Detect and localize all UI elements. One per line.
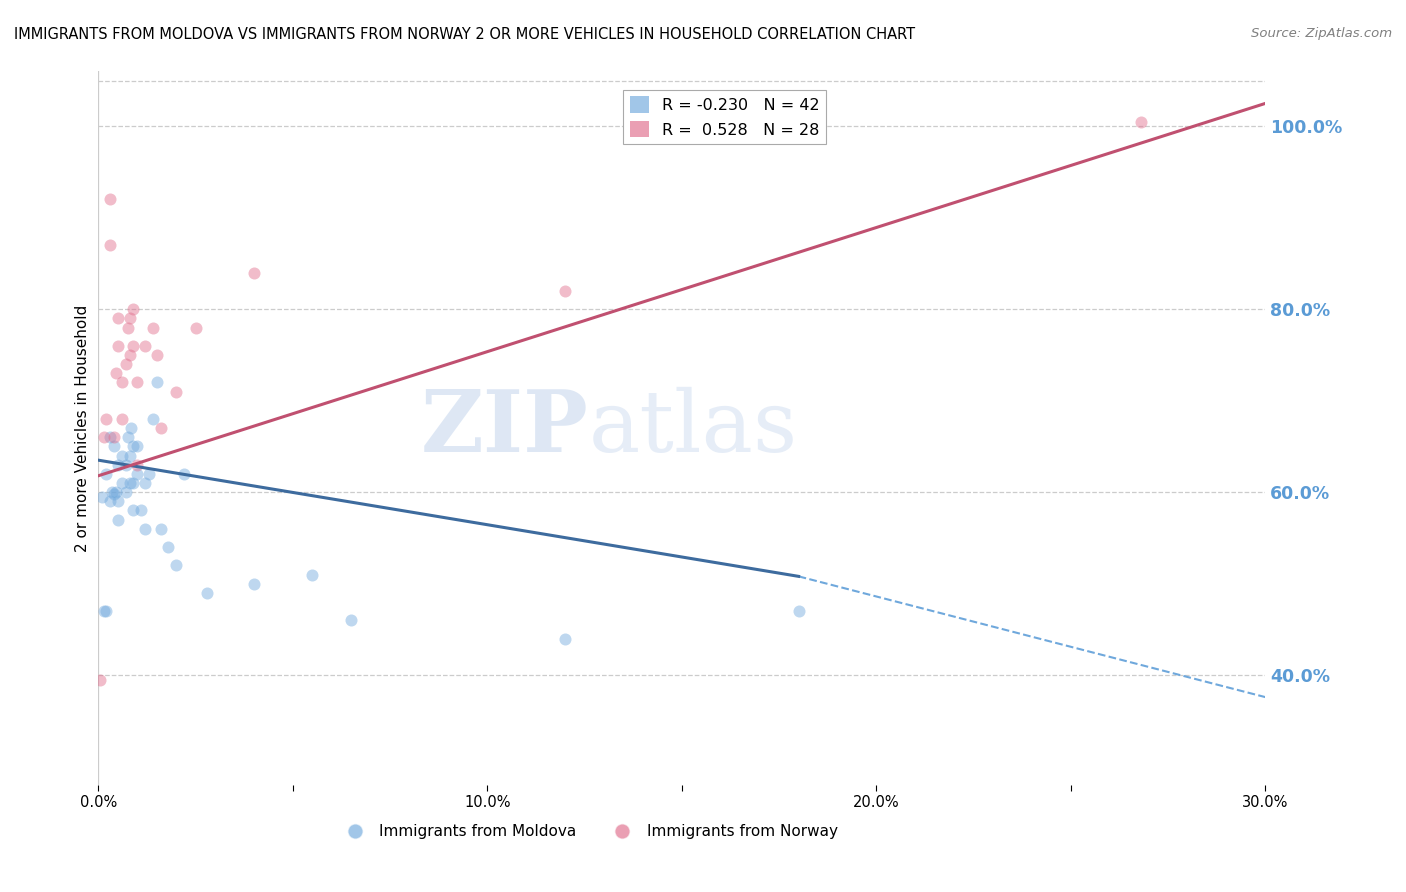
Point <box>111 412 134 426</box>
Point <box>96 604 118 618</box>
Point <box>127 440 149 454</box>
Point <box>93 430 115 444</box>
Point <box>93 604 115 618</box>
Point <box>114 485 136 500</box>
Text: ZIP: ZIP <box>420 386 589 470</box>
Point <box>103 430 125 444</box>
Legend: Immigrants from Moldova, Immigrants from Norway: Immigrants from Moldova, Immigrants from… <box>333 818 844 845</box>
Point <box>1129 114 1152 128</box>
Point <box>129 503 152 517</box>
Point <box>121 421 143 435</box>
Point <box>787 604 810 618</box>
Point <box>104 366 127 380</box>
Point <box>96 467 118 481</box>
Point <box>98 238 121 252</box>
Point <box>96 412 118 426</box>
Text: IMMIGRANTS FROM MOLDOVA VS IMMIGRANTS FROM NORWAY 2 OR MORE VEHICLES IN HOUSEHOL: IMMIGRANTS FROM MOLDOVA VS IMMIGRANTS FR… <box>14 27 915 42</box>
Point <box>165 558 187 573</box>
Point <box>122 476 145 491</box>
Text: Source: ZipAtlas.com: Source: ZipAtlas.com <box>1251 27 1392 40</box>
Point <box>104 485 127 500</box>
Point <box>114 357 136 371</box>
Point <box>118 348 141 362</box>
Point <box>142 320 165 334</box>
Y-axis label: 2 or more Vehicles in Household: 2 or more Vehicles in Household <box>75 304 90 552</box>
Point <box>134 476 156 491</box>
Point <box>98 193 121 207</box>
Point <box>107 513 129 527</box>
Point <box>554 632 576 646</box>
Point <box>243 576 266 591</box>
Point <box>157 540 180 554</box>
Point <box>111 376 134 390</box>
Point <box>122 440 145 454</box>
Point <box>301 567 323 582</box>
Point <box>340 613 363 627</box>
Point <box>554 284 576 298</box>
Point <box>243 266 266 280</box>
Point <box>138 467 160 481</box>
Point <box>111 449 134 463</box>
Point <box>90 490 112 504</box>
Point <box>165 384 187 399</box>
Point <box>107 494 129 508</box>
Point <box>107 311 129 326</box>
Point <box>107 458 129 472</box>
Point <box>98 430 121 444</box>
Point <box>107 339 129 353</box>
Point <box>117 430 139 444</box>
Point <box>117 320 139 334</box>
Point <box>134 522 156 536</box>
Point <box>195 586 218 600</box>
Point <box>118 449 141 463</box>
Point <box>118 311 141 326</box>
Point <box>122 302 145 317</box>
Point <box>184 320 207 334</box>
Point <box>122 503 145 517</box>
Point <box>98 494 121 508</box>
Point <box>134 339 156 353</box>
Point <box>127 467 149 481</box>
Point <box>127 376 149 390</box>
Point <box>122 339 145 353</box>
Point <box>149 522 172 536</box>
Point <box>142 412 165 426</box>
Point <box>103 440 125 454</box>
Point <box>89 673 111 687</box>
Point <box>146 348 169 362</box>
Point <box>114 458 136 472</box>
Point <box>127 458 149 472</box>
Point <box>173 467 195 481</box>
Point <box>103 487 125 501</box>
Point <box>146 376 169 390</box>
Point <box>118 476 141 491</box>
Point <box>149 421 172 435</box>
Point <box>101 485 124 500</box>
Text: atlas: atlas <box>589 386 797 470</box>
Point <box>111 476 134 491</box>
